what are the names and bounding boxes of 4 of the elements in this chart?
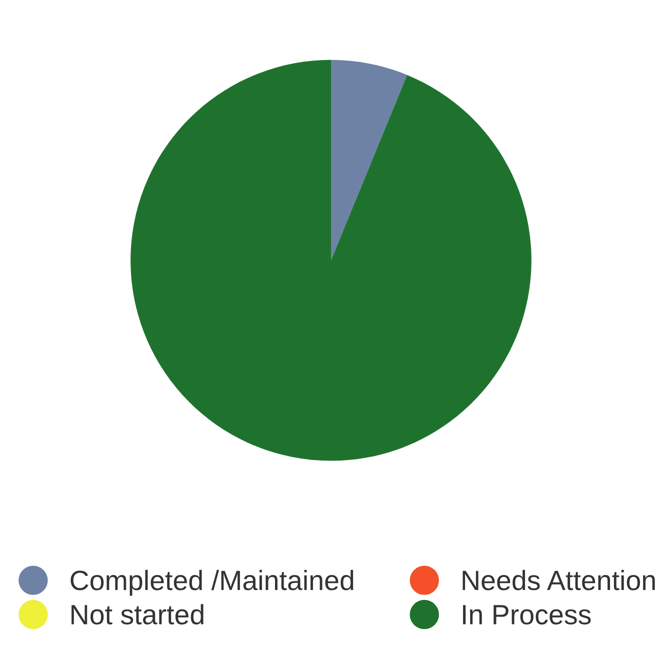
legend-label: Needs Attention — [462, 570, 655, 590]
legend-label: Completed /Maintained — [70, 570, 354, 596]
legend-label: Not started — [72, 604, 204, 625]
legend-label: In Process — [463, 605, 591, 625]
